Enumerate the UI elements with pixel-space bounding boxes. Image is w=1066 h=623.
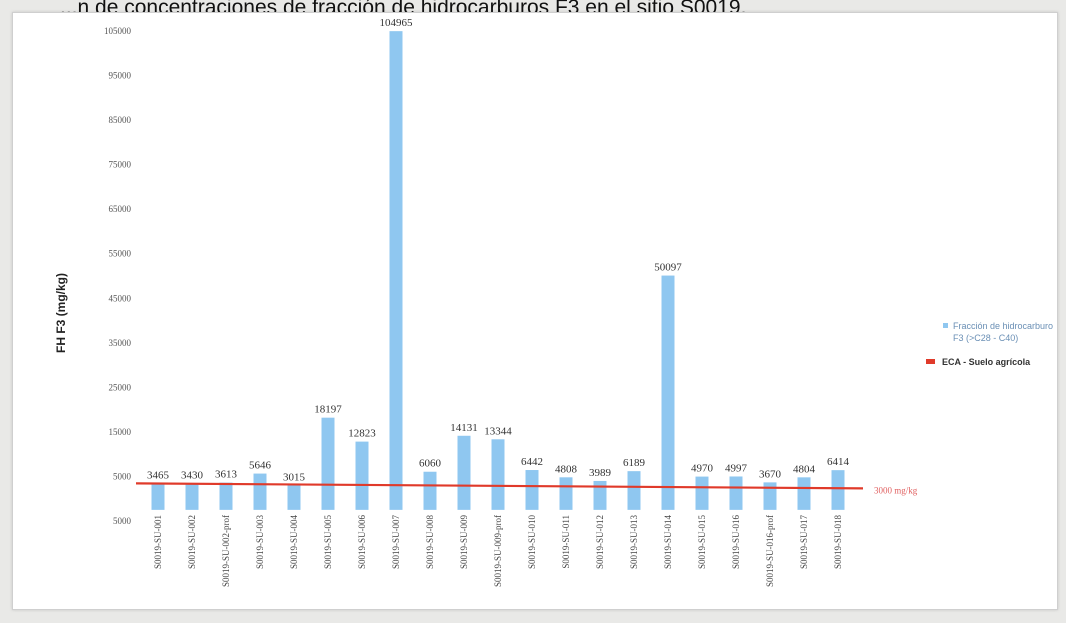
bar: [287, 485, 301, 510]
data-label: 6060: [419, 458, 442, 470]
data-label: 3989: [589, 467, 612, 479]
bar: [831, 470, 845, 510]
bar: [151, 483, 165, 510]
data-label: 6442: [521, 456, 543, 468]
y-tick-label: 5000: [113, 516, 132, 526]
y-tick-label: 5000: [113, 471, 132, 481]
x-tick-label: S0019-SU-005: [323, 515, 333, 570]
data-label: 13344: [484, 425, 512, 437]
reference-line-label: 3000 mg/kg: [874, 485, 918, 495]
data-label: 6414: [827, 456, 850, 468]
data-label: 3670: [759, 468, 782, 480]
data-label: 4808: [555, 463, 578, 475]
chart-frame: FH F3 (mg/kg) 5000 5000 15000 25000 35000 450…: [12, 12, 1058, 610]
bar: [627, 471, 641, 510]
bar: [457, 435, 471, 510]
data-label: 3015: [283, 471, 306, 483]
y-tick-label: 15000: [109, 427, 132, 437]
x-tick-label: S0019-SU-008: [425, 515, 435, 570]
y-tick-label: 45000: [109, 293, 132, 303]
y-tick-label: 35000: [109, 338, 132, 348]
eca-reference-line: [135, 482, 864, 490]
y-tick-label: 25000: [109, 382, 132, 392]
data-label: 6189: [623, 457, 646, 469]
bar: [491, 439, 505, 510]
legend-swatch-eca: [926, 359, 935, 364]
data-label: 4997: [725, 462, 748, 474]
x-tick-label: S0019-SU-012: [595, 515, 605, 569]
y-tick-label: 75000: [109, 160, 132, 170]
x-tick-label: S0019-SU-011: [561, 515, 571, 569]
legend-label-series: Fracción de hidrocarburo: [953, 321, 1053, 331]
x-tick-label: S0019-SU-015: [697, 515, 707, 570]
x-tick-label: S0019-SU-018: [833, 515, 843, 570]
bar: [219, 482, 233, 510]
x-tick-label: S0019-SU-006: [357, 515, 367, 570]
y-tick-label: 105000: [104, 26, 132, 36]
bar: [661, 275, 675, 510]
x-tick-label: S0019-SU-004: [289, 515, 299, 570]
data-label: 12823: [348, 428, 376, 440]
bar: [763, 482, 777, 510]
x-tick-label: S0019-SU-014: [663, 515, 673, 570]
y-tick-label: 85000: [109, 115, 132, 125]
bar: [185, 483, 199, 510]
bar: [253, 473, 267, 510]
bar: [729, 476, 743, 510]
bar: [321, 417, 335, 510]
bar: [423, 471, 437, 510]
x-tick-label: S0019-SU-013: [629, 515, 639, 570]
data-label: 14131: [450, 422, 478, 434]
y-tick-label: 95000: [109, 71, 132, 81]
data-label: 4970: [691, 463, 714, 475]
data-label: 4804: [793, 463, 816, 475]
x-tick-label: S0019-SU-016-prof: [765, 515, 775, 587]
legend-label-series-line2: F3 (>C28 - C40): [953, 333, 1018, 343]
x-tick-label: S0019-SU-001: [153, 515, 163, 569]
data-label: 104965: [380, 17, 414, 29]
data-label: 3430: [181, 469, 204, 481]
bar-chart: FH F3 (mg/kg) 5000 5000 15000 25000 35000 450…: [54, 17, 1053, 587]
data-label: 18197: [314, 404, 342, 416]
bar: [695, 476, 709, 510]
x-tick-label: S0019-SU-017: [799, 515, 809, 570]
legend-label-eca: ECA - Suelo agrícola: [942, 357, 1031, 367]
x-tick-label: S0019-SU-003: [255, 515, 265, 570]
data-label: 50097: [654, 262, 682, 274]
y-axis-label: FH F3 (mg/kg): [54, 273, 68, 353]
y-tick-label: 55000: [109, 249, 132, 259]
legend: Fracción de hidrocarburo F3 (>C28 - C40)…: [926, 321, 1053, 367]
data-label: 5646: [249, 460, 272, 472]
x-tick-label: S0019-SU-002-prof: [221, 515, 231, 587]
y-tick-label: 65000: [109, 204, 132, 214]
x-tick-label: S0019-SU-007: [391, 515, 401, 570]
x-tick-label: S0019-SU-009: [459, 515, 469, 570]
x-tick-label: S0019-SU-010: [527, 515, 537, 570]
bar: [559, 477, 573, 510]
data-label: 3465: [147, 469, 170, 481]
x-tick-label: S0019-SU-016: [731, 515, 741, 570]
legend-swatch-series: [943, 323, 948, 328]
x-tick-label: S0019-SU-009-prof: [493, 515, 503, 587]
x-tick-label: S0019-SU-002: [187, 515, 197, 569]
data-label: 3613: [215, 469, 238, 481]
bar: [797, 477, 811, 510]
bar: [593, 480, 607, 510]
bar: [355, 441, 369, 510]
bar: [389, 31, 403, 510]
bar: [525, 470, 539, 510]
